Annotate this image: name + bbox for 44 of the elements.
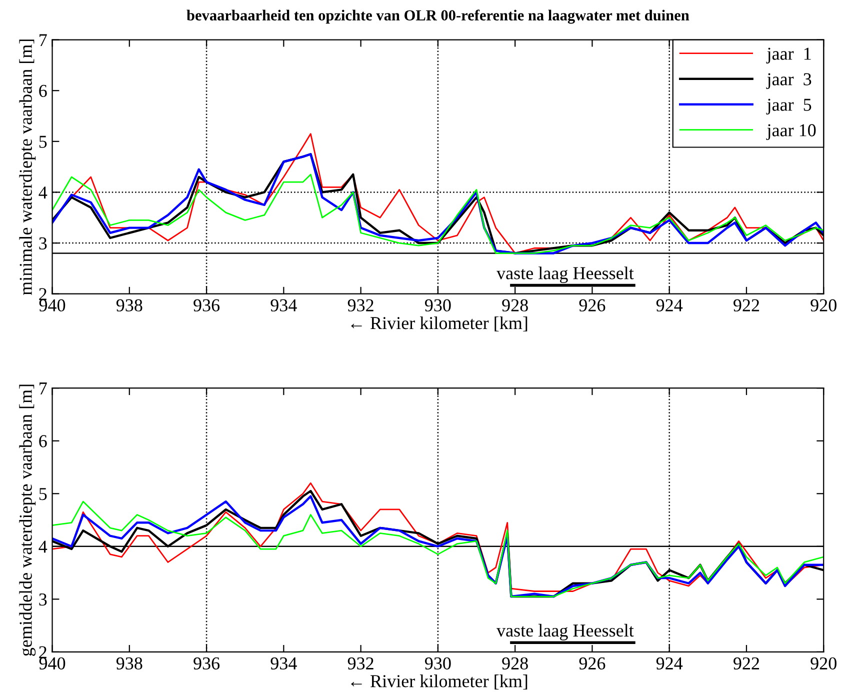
x-axis-title: ← Rivier kilometer [km] [351,674,528,690]
x-tick-label: 926 [579,299,606,312]
y-tick-label: 7 [40,34,47,46]
legend-label: jaar 5 [766,98,812,115]
y-tick-label: 3 [39,593,47,606]
x-tick-label: 938 [116,657,142,670]
y-tick-label: 5 [39,136,47,148]
legend-label: jaar 10 [766,124,816,140]
line-series [52,174,824,254]
y-axis-title: minimale waterdiepte vaarbaan [m] [19,40,36,296]
legend-label: jaar 3 [766,73,812,90]
x-tick-label: 924 [656,657,683,670]
x-tick-label: 924 [656,299,683,312]
x-tick-label: 934 [270,299,297,312]
x-tick-label: 928 [502,657,528,670]
x-tick-label: 926 [579,657,606,670]
x-tick-label: 928 [502,299,528,312]
x-tick-label: 940 [39,657,66,670]
x-tick-label: 932 [348,299,374,312]
x-tick-label: 938 [116,299,142,312]
annotation: vaste laag Heesselt [496,624,634,640]
y-tick-label: 5 [39,488,47,500]
x-axis-title: ← Rivier kilometer [km] [351,316,528,332]
x-tick-label: 936 [194,657,220,670]
x-tick-label: 932 [348,657,374,670]
x-tick-label: 930 [424,657,451,670]
x-tick-label: 922 [734,657,760,670]
chart-title: bevaarbaarheid ten opzichte van OLR 00-referentie na laagwater met duinen [186,10,690,24]
y-tick-label: 6 [39,84,47,98]
x-tick-label: 940 [39,299,66,312]
x-tick-label: 922 [734,299,760,312]
legend-label: jaar 1 [766,48,811,64]
y-tick-label: 4 [38,186,48,198]
x-tick-label: 934 [270,657,297,670]
annotation: vaste laag Heesselt [496,266,634,284]
y-tick-label: 3 [39,237,47,250]
x-tick-label: 936 [194,299,220,312]
x-tick-label: 930 [424,299,451,312]
x-tick-label: 920 [810,657,836,670]
y-tick-label: 4 [38,540,48,553]
y-tick-label: 7 [40,382,47,394]
x-tick-label: 920 [810,299,836,312]
y-tick-label: 6 [39,435,47,448]
y-axis-title: gemiddelde waterdiepte vaarbaan [m] [19,384,36,656]
